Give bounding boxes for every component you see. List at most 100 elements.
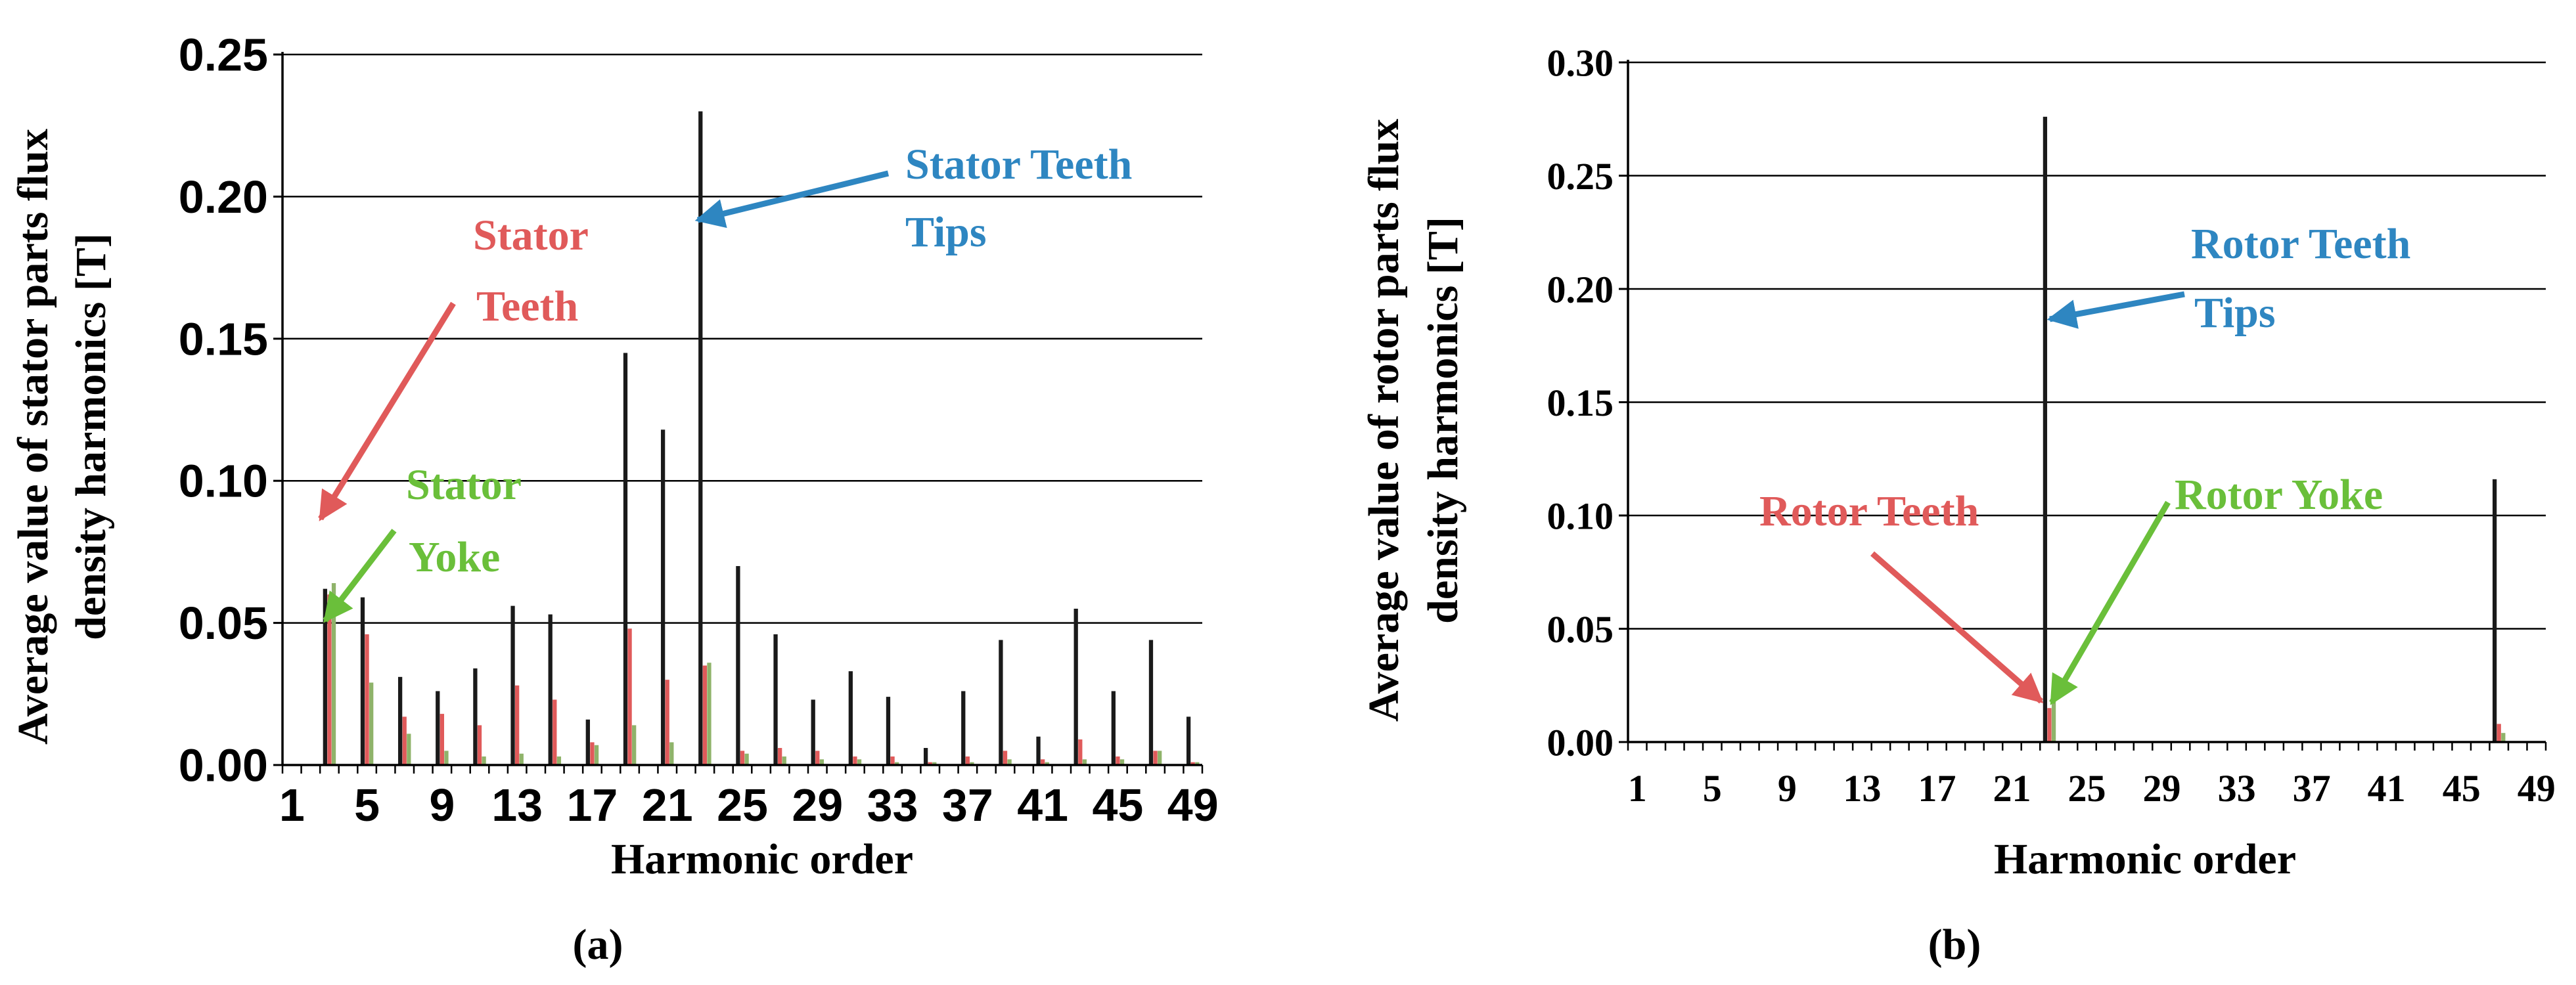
chart-a-bar-yoke: [407, 733, 411, 765]
chart-a-bar-yoke: [632, 725, 637, 765]
chart-a-bar-teeth-tips: [923, 748, 928, 765]
chart-b-y-tick-label: 0.10: [1547, 494, 1614, 537]
chart-a-bar-teeth: [853, 756, 857, 765]
chart-a-bar-teeth-tips: [1148, 640, 1154, 765]
chart-a-bar-teeth: [740, 751, 745, 765]
chart-a-bar-teeth: [627, 628, 632, 765]
chart-a-y-tick-label: 0.00: [179, 740, 268, 791]
chart-a-x-ticks: 1 5 9 13 17 21 25 29 33 37 41 45 49: [279, 765, 1219, 831]
chart-a-bar-teeth: [1116, 756, 1120, 765]
chart-a-bar-teeth: [665, 680, 669, 765]
chart-b-x-tick-label: 33: [2218, 767, 2256, 810]
chart-a-bar-yoke: [594, 745, 599, 765]
chart-a-bar-yoke: [1119, 759, 1125, 765]
chart-a-bar-teeth: [815, 751, 820, 765]
chart-b-y-tick-label: 0.00: [1547, 721, 1614, 764]
chart-a-bar-yoke: [331, 583, 336, 765]
chart-a-bar-yoke: [707, 663, 712, 765]
chart-b-x-tick-label: 21: [1993, 767, 2031, 810]
chart-b-y-tick-label: 0.25: [1547, 155, 1614, 198]
chart-a-bar-teeth: [965, 756, 970, 765]
chart-a-bar-yoke: [444, 751, 449, 765]
chart-a-bar-teeth-tips: [623, 353, 628, 765]
chart-b-x-tick-label: 1: [1628, 767, 1647, 810]
chart-a-bar-yoke: [1158, 751, 1162, 765]
chart-a-bar-teeth-tips: [436, 691, 440, 765]
annotation-stator-teeth: Stator Teeth: [318, 211, 589, 521]
chart-a-bar-teeth-tips: [1111, 691, 1116, 765]
chart-a-axes: [281, 52, 1202, 766]
annotation-stator-teeth-tips-line2: Tips: [905, 208, 987, 256]
chart-a-bar-teeth-tips: [698, 111, 703, 765]
annotation-rotor-teeth-tips-line2: Tips: [2194, 289, 2276, 337]
chart-a-bar-yoke: [744, 753, 749, 765]
chart-a-bar-teeth-tips: [999, 640, 1003, 765]
chart-b-x-tick-label: 37: [2293, 767, 2331, 810]
chart-a-bar-teeth: [440, 714, 444, 765]
chart-a-bar-teeth: [1078, 739, 1083, 765]
chart-a-bar-teeth-tips: [848, 671, 853, 765]
annotation-stator-yoke-line2: Yoke: [409, 533, 500, 581]
chart-a-bar-teeth: [890, 756, 895, 765]
chart-b-bar-teeth: [2497, 724, 2501, 742]
annotation-stator-teeth-tips: Stator Teeth Tips: [694, 141, 1132, 256]
chart-a-bar-teeth: [590, 742, 595, 765]
chart-b-bar-yoke: [2051, 701, 2056, 742]
chart-b-y-tick-label: 0.15: [1547, 382, 1614, 424]
annotation-rotor-yoke: Rotor Yoke: [2049, 471, 2383, 705]
chart-b-x-tick-label: 13: [1843, 767, 1881, 810]
chart-a-x-tick-label: 21: [642, 779, 693, 831]
chart-a-bar-teeth-tips: [1073, 608, 1078, 765]
chart-a-y-tick-label: 0.25: [179, 30, 268, 81]
chart-a-x-tick-label: 1: [279, 779, 305, 831]
chart-a-bar-teeth-tips: [585, 719, 590, 765]
chart-a-bar-teeth-tips: [773, 634, 778, 765]
chart-a-x-tick-label: 29: [792, 779, 843, 831]
chart-a-bar-teeth-tips: [397, 676, 403, 765]
chart-a-bar-teeth-tips: [360, 597, 365, 765]
chart-a-y-tick-label: 0.20: [179, 171, 268, 223]
annotation-stator-teeth-tips-line1: Stator Teeth: [905, 141, 1132, 188]
chart-a-bar-teeth: [402, 716, 407, 765]
chart-b-x-tick-label: 49: [2518, 767, 2556, 810]
annotation-rotor-teeth-label: Rotor Teeth: [1759, 487, 1979, 535]
chart-a-bar-teeth-tips: [548, 614, 553, 765]
annotation-rotor-teeth-arrow: [1870, 551, 2044, 704]
chart-a-y-tick-label: 0.10: [179, 456, 268, 507]
chart-b-bar-teeth: [2047, 708, 2052, 742]
chart-b-x-tick-label: 41: [2368, 767, 2406, 810]
chart-a-bar-teeth: [477, 725, 482, 765]
chart-a-y-ticks: 0.00 0.05 0.10 0.15 0.20 0.25: [179, 30, 282, 791]
chart-a-bar-teeth-tips: [811, 699, 815, 765]
annotation-rotor-teeth-tips-line1: Rotor Teeth: [2191, 220, 2410, 268]
chart-a-bar-yoke: [782, 756, 786, 765]
chart-a-bar-teeth: [928, 762, 932, 765]
chart-a-x-tick-label: 45: [1092, 779, 1143, 831]
chart-a-xlabel: Harmonic order: [611, 835, 913, 883]
chart-a-bar-yoke: [895, 762, 899, 765]
chart-b-xlabel: Harmonic order: [1994, 835, 2296, 883]
chart-b-ylabel-line1: Average value of rotor parts flux: [1360, 119, 1408, 722]
chart-b-ylabel-line2: density harmonics [T]: [1419, 217, 1467, 624]
chart-a-bar-yoke: [819, 759, 825, 765]
chart-b-bar-teeth-tips: [2493, 479, 2497, 742]
chart-a-panel-label: (a): [573, 921, 623, 969]
chart-a-bar-yoke: [669, 742, 674, 765]
annotation-rotor-yoke-arrow: [2049, 500, 2171, 705]
chart-a-x-tick-label: 13: [491, 779, 543, 831]
chart-a-bar-yoke: [1195, 762, 1200, 765]
chart-a-bar-teeth-tips: [1036, 736, 1041, 765]
chart-a-bar-teeth-tips: [660, 429, 666, 765]
annotation-rotor-teeth-tips: Rotor Teeth Tips: [2046, 220, 2410, 337]
chart-a-bar-teeth: [702, 665, 707, 765]
chart-b-bar-yoke: [2501, 733, 2506, 742]
chart-a-bar-yoke: [1007, 759, 1012, 765]
chart-a-bar-yoke: [519, 753, 524, 765]
chart-a-bar-teeth: [365, 634, 369, 765]
chart-b-x-tick-label: 25: [2068, 767, 2106, 810]
chart-b-x-tick-label: 5: [1703, 767, 1722, 810]
chart-a-bar-yoke: [482, 756, 486, 765]
chart-b-x-tick-label: 9: [1778, 767, 1797, 810]
chart-a-x-tick-label: 37: [942, 779, 993, 831]
